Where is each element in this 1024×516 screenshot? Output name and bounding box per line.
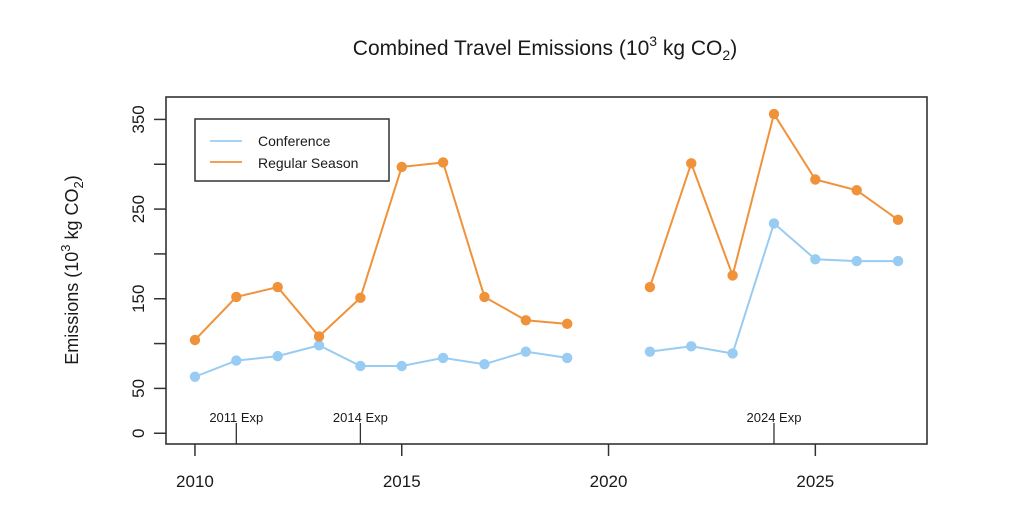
point-conference-2023 [727, 348, 738, 359]
point-conference-2014 [355, 360, 366, 372]
point-regular-season-2025 [810, 174, 821, 185]
annotations: 2011 Exp 2014 Exp 2024 Exp [209, 410, 801, 444]
legend-label-conference: Conference [258, 133, 331, 149]
legend-box [194, 118, 390, 182]
chart-title-sup: 3 [649, 33, 657, 49]
point-conference-2025 [810, 254, 821, 265]
point-conference-2019 [561, 352, 573, 364]
point-conference-2018 [520, 346, 532, 357]
point-conference-2016 [437, 352, 449, 364]
series-regular-season [189, 108, 904, 346]
point-conference-2024 [768, 218, 780, 229]
point-regular-season-2027 [892, 214, 904, 226]
point-regular-season-2016 [437, 157, 449, 168]
y-tick-label-250: 250 [129, 195, 148, 223]
series-line-conference-0 [194, 344, 568, 378]
x-tick-label-2015: 2015 [383, 472, 421, 491]
y-tick-label-0: 0 [129, 429, 148, 438]
point-regular-season-2014 [355, 292, 366, 304]
point-conference-2010 [189, 371, 201, 382]
y-axis-label-end: ) [62, 175, 82, 181]
y-axis-label-sup: 3 [58, 244, 73, 251]
point-conference-2027 [892, 255, 904, 267]
point-conference-2017 [479, 358, 490, 370]
point-regular-season-2019 [561, 318, 573, 330]
point-regular-season-2018 [520, 315, 532, 326]
point-regular-season-2012 [272, 281, 283, 293]
annotation-label-2024: 2024 Exp [747, 410, 802, 425]
x-tick-label-2025: 2025 [796, 472, 834, 491]
point-regular-season-2022 [686, 158, 697, 169]
point-conference-2026 [851, 255, 862, 267]
x-axis: 2010 2015 2020 2025 [176, 444, 834, 491]
y-axis-label: Emissions (103 kg CO2) [58, 175, 86, 365]
chart-title-end: ) [730, 37, 737, 60]
point-regular-season-2021 [644, 281, 656, 293]
legend-label-regular-season: Regular Season [258, 155, 358, 171]
plot-frame [165, 96, 928, 445]
chart-title-sub: 2 [722, 47, 730, 63]
point-regular-season-2024 [768, 108, 780, 120]
point-conference-2021 [644, 346, 656, 357]
point-regular-season-2026 [851, 185, 862, 196]
y-tick-label-150: 150 [129, 285, 148, 313]
y-axis-label-main: Emissions (10 [62, 252, 82, 365]
point-regular-season-2023 [727, 270, 738, 281]
point-conference-2012 [272, 350, 283, 362]
x-tick-label-2010: 2010 [176, 472, 214, 491]
series-line-regular-season-0 [194, 161, 568, 341]
point-regular-season-2010 [189, 334, 201, 346]
series-line-conference-1 [649, 221, 899, 355]
point-conference-2015 [396, 360, 407, 372]
legend: Conference Regular Season [194, 118, 390, 182]
chart-title: Combined Travel Emissions (103 kg CO2) [353, 33, 737, 63]
point-regular-season-2011 [231, 291, 242, 303]
point-regular-season-2015 [396, 161, 407, 173]
x-tick-label-2020: 2020 [590, 472, 628, 491]
point-regular-season-2017 [479, 291, 490, 303]
y-axis-label-mid: kg CO [62, 188, 82, 244]
y-tick-label-50: 50 [129, 379, 148, 398]
series-layer [189, 108, 904, 382]
series-conference [189, 218, 904, 382]
chart-title-main: Combined Travel Emissions (10 [353, 37, 649, 60]
point-conference-2022 [686, 341, 697, 352]
annotation-label-2014: 2014 Exp [333, 410, 388, 425]
point-conference-2013 [313, 340, 325, 351]
point-conference-2011 [231, 355, 242, 366]
chart-title-mid: kg CO [657, 37, 722, 60]
annotation-label-2011: 2011 Exp [209, 410, 263, 425]
point-regular-season-2013 [313, 331, 325, 342]
y-axis-label-sub: 2 [71, 181, 86, 188]
y-axis: 0 50 150 250 350 [129, 105, 166, 438]
y-tick-label-350: 350 [129, 105, 148, 133]
